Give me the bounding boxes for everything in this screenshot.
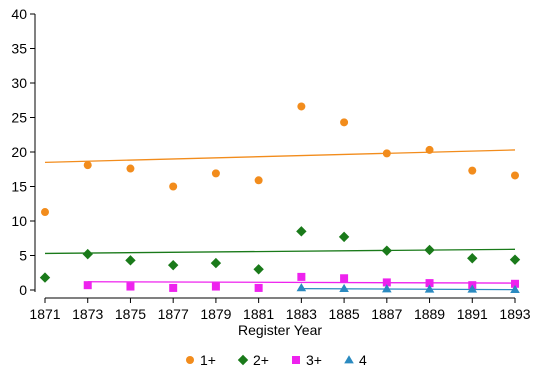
x-tick-label: 1883 [286,306,317,322]
x-tick-label: 1871 [29,306,60,322]
data-point-series-0 [169,182,178,191]
data-point-series-1 [82,248,93,260]
trend-line-series-1 [44,248,516,255]
data-point-series-1 [381,245,393,256]
x-tick-label: 1891 [457,306,488,322]
axes: 0 5 10 15 20 25 30 35 40 1871 1873 1875 1877 1879 1881… [11,6,530,322]
y-tick-label: 30 [11,75,27,91]
data-point-series-3 [339,283,349,292]
legend-marker-series-2 [292,356,300,364]
data-point-series-0 [425,145,434,154]
legend-label: 2+ [253,352,269,368]
legend-label: 1+ [200,352,216,368]
data-point-series-3 [467,284,478,293]
data-points [39,102,521,294]
y-tick-label: 15 [11,179,27,195]
data-point-series-2 [254,283,263,292]
trend-lines [44,149,516,291]
x-axis-title: Register Year [238,322,322,338]
data-point-series-1 [467,253,478,264]
data-point-series-2 [425,279,434,288]
legend-marker-series-3 [344,355,354,364]
x-tick-label: 1875 [115,306,146,322]
x-tick-label: 1893 [499,306,530,322]
data-point-series-2 [340,274,349,283]
trend-line-series-2 [87,281,516,284]
y-tick-label: 0 [19,282,27,298]
y-tick-label: 5 [19,248,27,264]
x-tick-label: 1885 [329,306,360,322]
data-point-series-1 [338,231,350,243]
data-point-series-0 [126,164,135,173]
data-point-series-3 [296,283,307,292]
data-point-series-1 [210,257,222,269]
data-point-series-1 [509,254,521,265]
trend-line-series-3 [301,287,516,291]
y-tick-label: 40 [11,6,27,22]
y-tick-label: 20 [11,144,27,160]
data-point-series-3 [510,284,520,294]
data-point-series-1 [424,244,435,256]
data-point-series-2 [126,282,135,291]
y-tick-label: 25 [11,110,27,126]
data-point-series-0 [83,161,92,170]
data-point-series-0 [297,102,306,111]
data-point-series-2 [83,281,92,290]
x-tick-label: 1879 [200,306,231,322]
data-point-series-2 [297,272,306,281]
legend-marker-series-0 [186,356,194,364]
data-point-series-3 [424,284,435,293]
trend-line-series-0 [44,149,516,163]
data-point-series-0 [340,118,349,127]
data-point-series-1 [39,272,51,283]
data-point-series-0 [511,171,519,180]
data-point-series-0 [382,149,391,158]
data-point-series-1 [125,255,136,266]
data-point-series-1 [253,264,264,275]
legend-label: 3+ [306,352,322,368]
data-point-series-0 [41,208,49,217]
legend-label: 4 [359,352,367,368]
x-tick-label: 1881 [243,306,274,322]
legend-marker-series-1 [237,354,249,366]
y-tick-label: 35 [11,41,27,57]
data-point-series-1 [296,226,307,237]
data-point-series-2 [511,279,519,288]
x-tick-label: 1887 [371,306,402,322]
x-tick-label: 1889 [414,306,445,322]
x-tick-label: 1873 [72,306,103,322]
data-point-series-0 [254,176,263,185]
legend: 1+ 2+ 3+ 4 [186,352,367,368]
x-tick-label: 1877 [158,306,189,322]
data-point-series-1 [167,259,179,271]
data-point-series-2 [382,278,391,287]
y-tick-label: 10 [11,213,27,229]
data-point-series-3 [382,284,392,293]
data-point-series-2 [169,283,178,292]
data-point-series-0 [211,169,220,178]
data-point-series-0 [468,166,477,175]
data-point-series-2 [211,282,220,291]
